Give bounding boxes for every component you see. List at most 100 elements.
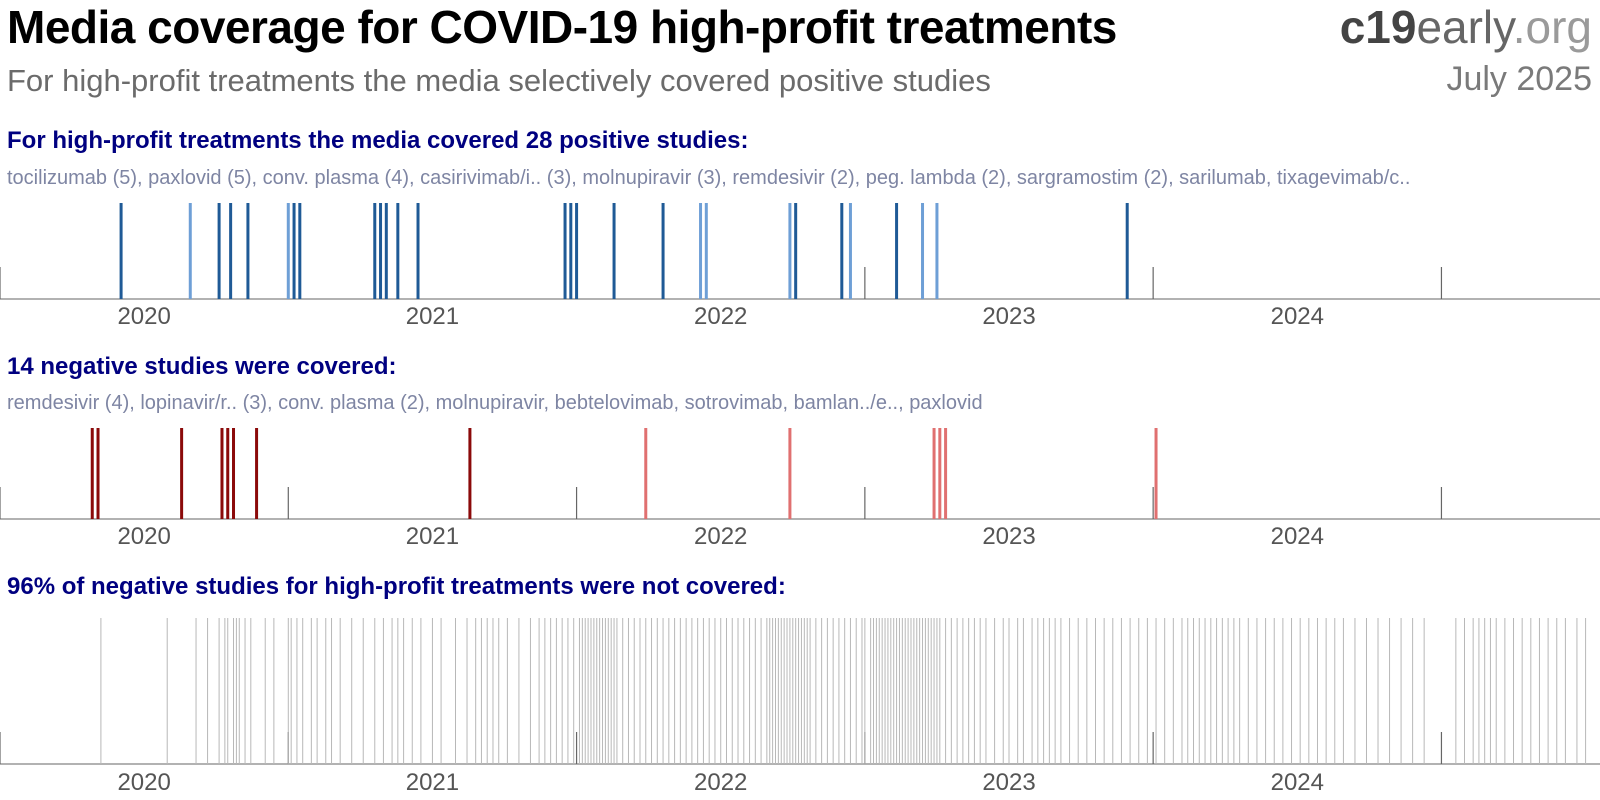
- negative-study-mark: [90, 428, 94, 519]
- uncovered-study-mark: [1146, 618, 1148, 764]
- uncovered-study-mark: [904, 618, 906, 764]
- uncovered-study-mark: [1193, 618, 1195, 764]
- uncovered-study-mark: [1138, 618, 1140, 764]
- uncovered-study-mark: [645, 618, 647, 764]
- year-tick-label: 2023: [982, 523, 1035, 550]
- uncovered-study-mark: [1204, 618, 1206, 764]
- positive-study-mark: [661, 203, 665, 299]
- uncovered-study-mark: [593, 618, 595, 764]
- uncovered-study-mark: [639, 618, 641, 764]
- uncovered-study-mark: [411, 618, 413, 764]
- positive-study-mark: [396, 203, 400, 299]
- uncovered-study-mark: [1164, 618, 1166, 764]
- positive-study-mark: [298, 203, 302, 299]
- chart-subtitle: For high-profit treatments the media sel…: [7, 63, 991, 98]
- year-tick-label: 2024: [1271, 769, 1324, 796]
- uncovered-section-heading: 96% of negative studies for high-profit …: [7, 573, 786, 600]
- uncovered-study-mark: [939, 618, 941, 764]
- negative-treatment-list: remdesivir (4), lopinavir/r.. (3), conv.…: [7, 392, 983, 414]
- uncovered-study-mark: [1464, 618, 1466, 764]
- uncovered-study-mark: [420, 618, 422, 764]
- brand-logo[interactable]: c19early.org: [1340, 0, 1592, 54]
- uncovered-study-mark: [800, 618, 802, 764]
- uncovered-study-mark: [1282, 618, 1284, 764]
- uncovered-study-mark: [725, 618, 727, 764]
- uncovered-study-mark: [1210, 618, 1212, 764]
- positive-study-mark: [935, 203, 939, 299]
- uncovered-study-mark: [1086, 618, 1088, 764]
- uncovered-study-mark: [1308, 618, 1310, 764]
- uncovered-study-mark: [968, 618, 970, 764]
- positive-study-mark: [895, 203, 899, 299]
- uncovered-study-mark: [849, 618, 851, 764]
- year-tick-label: 2021: [406, 523, 459, 550]
- uncovered-study-mark: [809, 618, 811, 764]
- uncovered-study-mark: [578, 618, 580, 764]
- uncovered-study-mark: [731, 618, 733, 764]
- uncovered-study-mark: [1247, 618, 1249, 764]
- uncovered-study-mark: [622, 618, 624, 764]
- uncovered-study-mark: [873, 618, 875, 764]
- uncovered-study-mark: [1103, 618, 1105, 764]
- uncovered-study-mark: [826, 618, 828, 764]
- uncovered-study-mark: [567, 618, 569, 764]
- negative-study-mark: [468, 428, 472, 519]
- uncovered-study-mark: [466, 618, 468, 764]
- year-tick-label: 2020: [117, 303, 170, 330]
- positive-study-mark: [416, 203, 420, 299]
- positive-study-mark: [246, 203, 250, 299]
- uncovered-study-mark: [1172, 618, 1174, 764]
- uncovered-study-mark: [1198, 618, 1200, 764]
- uncovered-study-mark: [772, 618, 774, 764]
- uncovered-study-mark: [1008, 618, 1010, 764]
- uncovered-study-mark: [936, 618, 938, 764]
- uncovered-study-mark: [691, 618, 693, 764]
- negative-study-mark: [1154, 428, 1158, 519]
- uncovered-study-mark: [956, 618, 958, 764]
- uncovered-study-mark: [1017, 618, 1019, 764]
- uncovered-study-mark: [1423, 618, 1425, 764]
- uncovered-study-mark: [207, 618, 209, 764]
- uncovered-study-mark: [913, 618, 915, 764]
- uncovered-study-mark: [296, 618, 298, 764]
- uncovered-study-mark: [1478, 618, 1480, 764]
- uncovered-study-mark: [1054, 618, 1056, 764]
- uncovered-study-mark: [855, 618, 857, 764]
- uncovered-study-mark: [1530, 618, 1532, 764]
- positive-study-mark: [794, 203, 798, 299]
- uncovered-study-mark: [273, 618, 275, 764]
- uncovered-study-mark: [331, 618, 333, 764]
- uncovered-study-mark: [1365, 618, 1367, 764]
- year-tick-label: 2020: [117, 769, 170, 796]
- uncovered-study-mark: [1112, 618, 1114, 764]
- uncovered-study-mark: [769, 618, 771, 764]
- negative-study-mark: [226, 428, 230, 519]
- uncovered-study-mark: [962, 618, 964, 764]
- uncovered-study-mark: [362, 618, 364, 764]
- uncovered-study-mark: [919, 618, 921, 764]
- uncovered-study-mark: [616, 618, 618, 764]
- uncovered-study-mark: [714, 618, 716, 764]
- uncovered-study-mark: [599, 618, 601, 764]
- positive-study-mark: [840, 203, 844, 299]
- uncovered-study-mark: [480, 618, 482, 764]
- year-tick-label: 2021: [406, 769, 459, 796]
- uncovered-study-mark: [235, 618, 237, 764]
- uncovered-study-mark: [798, 618, 800, 764]
- negative-study-mark: [644, 428, 648, 519]
- uncovered-study-mark: [1291, 618, 1293, 764]
- uncovered-study-mark: [391, 618, 393, 764]
- uncovered-study-mark: [898, 618, 900, 764]
- uncovered-study-mark: [832, 618, 834, 764]
- uncovered-study-mark: [927, 618, 929, 764]
- uncovered-study-mark: [290, 618, 292, 764]
- uncovered-study-mark: [1325, 618, 1327, 764]
- positive-study-mark: [384, 203, 388, 299]
- positive-treatment-list: tocilizumab (5), paxlovid (5), conv. pla…: [7, 167, 1411, 189]
- uncovered-study-mark: [1129, 618, 1131, 764]
- uncovered-study-mark: [1155, 618, 1157, 764]
- year-tick-label: 2024: [1271, 523, 1324, 550]
- uncovered-study-mark: [815, 618, 817, 764]
- uncovered-study-mark: [786, 618, 788, 764]
- positive-study-mark: [292, 203, 296, 299]
